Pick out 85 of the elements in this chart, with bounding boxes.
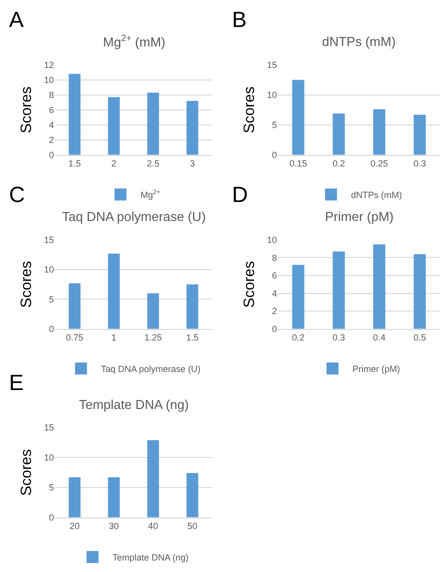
y-tick-label: 4 [272, 288, 277, 298]
x-tick-label: 1.5 [186, 332, 199, 343]
x-tick-label: 40 [148, 521, 158, 532]
y-tick-label: 12 [44, 60, 54, 70]
bar [292, 80, 304, 155]
x-tick-label: 0.2 [292, 332, 305, 343]
bar [186, 473, 198, 518]
legend-label: Taq DNA polymerase (U) [101, 364, 201, 374]
y-tick-label: 10 [44, 264, 54, 275]
bar [68, 283, 81, 329]
legend-label: Mg$^{2+}$ [140, 189, 161, 200]
y-tick-label: 10 [44, 452, 54, 463]
x-tick-label: 3 [190, 158, 195, 169]
x-tick-label: 0.4 [372, 332, 386, 343]
y-tick-label: 8 [272, 252, 277, 263]
y-axis-title: Scores [18, 449, 36, 496]
bar [147, 440, 160, 518]
y-tick-label: 5 [272, 120, 277, 130]
legend-label: Primer (pM) [352, 364, 400, 374]
y-axis-title: Scores [18, 86, 36, 134]
y-axis-title: Scores [241, 261, 258, 308]
bar [414, 254, 426, 329]
x-tick-label: 1 [111, 332, 116, 343]
y-tick-label: 10 [44, 75, 54, 86]
bar [68, 74, 81, 155]
x-tick-label: 30 [108, 521, 119, 532]
bar [186, 100, 198, 155]
y-tick-label: 0 [48, 512, 54, 523]
y-tick-label: 15 [44, 422, 54, 433]
y-tick-label: 0 [48, 324, 54, 334]
bar [332, 113, 345, 155]
bar [68, 477, 81, 518]
text: C [9, 182, 25, 207]
x-tick-label: 0.5 [413, 332, 426, 343]
text: B [232, 7, 247, 32]
bar [332, 251, 345, 329]
y-tick-label: 2 [272, 306, 277, 316]
x-tick-label: 20 [70, 521, 80, 532]
x-tick-label: 0.3 [332, 332, 346, 343]
y-tick-label: 5 [48, 294, 54, 304]
y-tick-label: 0 [48, 150, 54, 160]
legend-label: Template DNA (ng) [112, 552, 189, 563]
y-tick-label: 10 [266, 90, 277, 100]
chart-title: dNTPs (mM) [322, 34, 396, 49]
bar [108, 97, 120, 155]
bar [373, 244, 386, 329]
text: D [232, 182, 248, 207]
bar [147, 293, 160, 329]
x-tick-label: 50 [187, 521, 198, 532]
y-tick-label: 10 [266, 235, 277, 246]
y-tick-label: 4 [48, 120, 54, 130]
chart-title: Taq DNA polymerase (U) [62, 209, 206, 224]
chart-title: Mg$^{2+}$ (mM) [103, 33, 166, 50]
y-tick-label: 6 [272, 270, 277, 281]
x-tick-label: 0.25 [370, 158, 388, 169]
bar [414, 114, 426, 155]
bar [108, 254, 120, 329]
bar [108, 477, 120, 518]
y-tick-label: 0 [272, 150, 277, 160]
bar [186, 284, 198, 329]
bar [147, 92, 160, 155]
y-tick-label: 0 [272, 324, 277, 334]
chart-title: Template DNA (ng) [79, 397, 189, 412]
legend-label: dNTPs (mM) [351, 190, 402, 200]
y-tick-label: 15 [266, 60, 277, 70]
x-tick-label: 2.5 [146, 158, 160, 169]
y-axis-title: Scores [18, 261, 36, 308]
text: A [9, 7, 24, 32]
y-tick-label: 2 [48, 135, 54, 146]
y-tick-label: 15 [44, 235, 54, 246]
x-tick-label: 0.2 [332, 158, 346, 169]
y-axis-title: Scores [241, 86, 258, 134]
y-tick-label: 5 [48, 482, 54, 493]
bar [292, 264, 304, 329]
x-tick-label: 2 [111, 158, 116, 169]
chart-title: Primer (pM) [325, 209, 394, 224]
x-tick-label: 0.15 [289, 158, 308, 169]
bar [373, 109, 386, 155]
text: E [9, 370, 24, 395]
x-tick-label: 1.25 [144, 332, 162, 343]
x-tick-label: 0.75 [66, 332, 84, 343]
y-tick-label: 6 [48, 105, 54, 116]
x-tick-label: 1.5 [68, 158, 81, 169]
x-tick-label: 0.3 [413, 158, 426, 169]
y-tick-label: 8 [48, 90, 54, 100]
